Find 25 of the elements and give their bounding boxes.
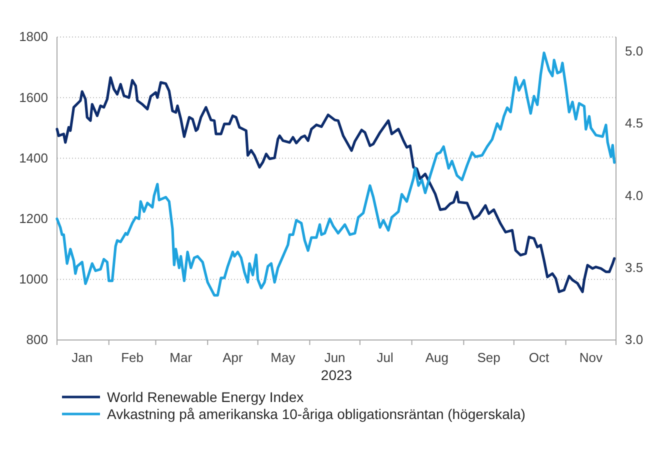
x-tick-label: Oct xyxy=(528,350,550,365)
y2-tick-label: 3.0 xyxy=(625,332,644,348)
x-tick-label: Aug xyxy=(425,350,448,365)
x-tick-label: Mar xyxy=(170,350,193,365)
y-tick-label: 1000 xyxy=(19,272,48,287)
y-tick-label: 1800 xyxy=(19,29,48,44)
legend-label: Avkastning på amerikanska 10-åriga obligationsräntan (högerskala) xyxy=(107,406,526,422)
x-tick-label: May xyxy=(270,350,296,365)
y-tick-label: 1200 xyxy=(19,210,48,226)
y2-tick-label: 4.5 xyxy=(625,116,644,131)
legend-label: World Renewable Energy Index xyxy=(107,389,304,405)
x-tick-label: Jun xyxy=(324,350,346,365)
y-tick-label: 1400 xyxy=(19,150,48,166)
x-tick-label: Jul xyxy=(376,350,394,365)
x-tick-label: Nov xyxy=(579,350,603,365)
y2-tick-label: 4.0 xyxy=(625,188,644,203)
y2-tick-label: 5.0 xyxy=(625,44,644,59)
x-tick-label: Apr xyxy=(222,350,244,365)
x-axis-title: 2023 xyxy=(320,367,352,383)
y-tick-label: 1600 xyxy=(19,90,48,105)
y2-tick-label: 3.5 xyxy=(625,260,644,276)
x-tick-label: Sep xyxy=(477,350,500,365)
x-tick-label: Feb xyxy=(121,350,144,365)
y-tick-label: 800 xyxy=(26,332,48,348)
x-tick-label: Jan xyxy=(72,350,93,365)
